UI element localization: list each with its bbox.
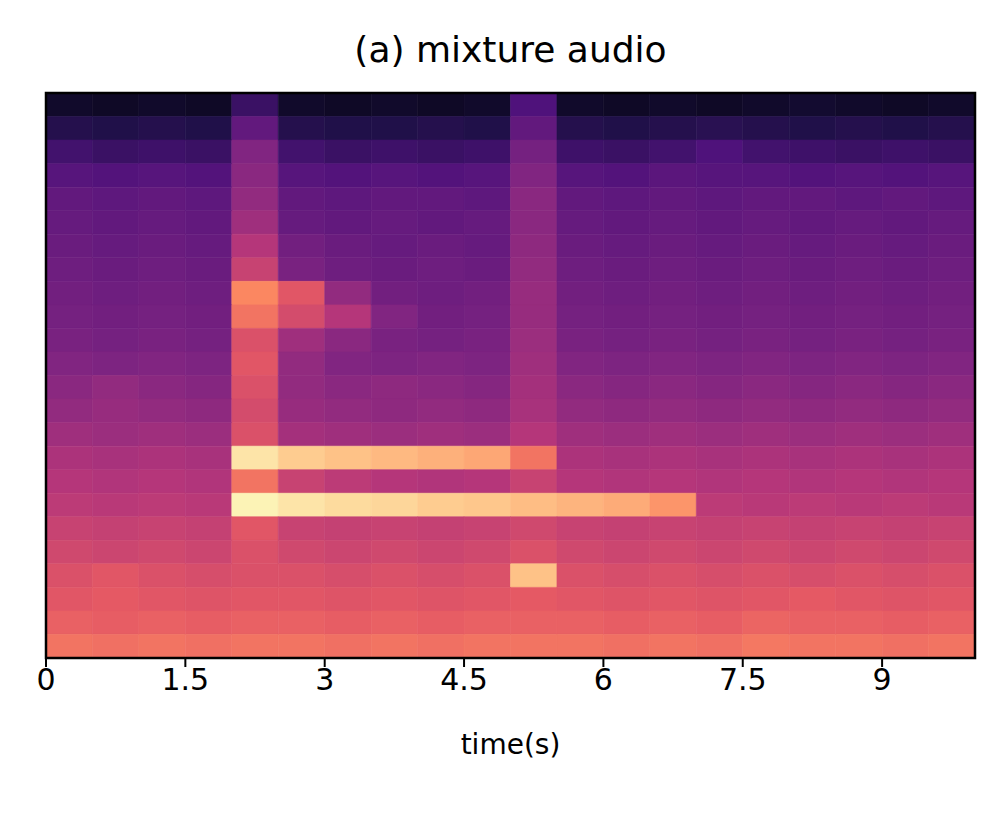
- svg-text:3: 3: [315, 662, 334, 697]
- svg-text:9: 9: [873, 662, 892, 697]
- svg-text:6: 6: [594, 662, 613, 697]
- svg-text:1.5: 1.5: [161, 662, 209, 697]
- svg-text:time(s): time(s): [461, 728, 561, 761]
- html-text:(a) mixture audio: (a) mixture audio: [354, 29, 667, 70]
- svg-text:0: 0: [36, 662, 55, 697]
- svg-text:7.5: 7.5: [719, 662, 767, 697]
- svg-text:4.5: 4.5: [440, 662, 488, 697]
